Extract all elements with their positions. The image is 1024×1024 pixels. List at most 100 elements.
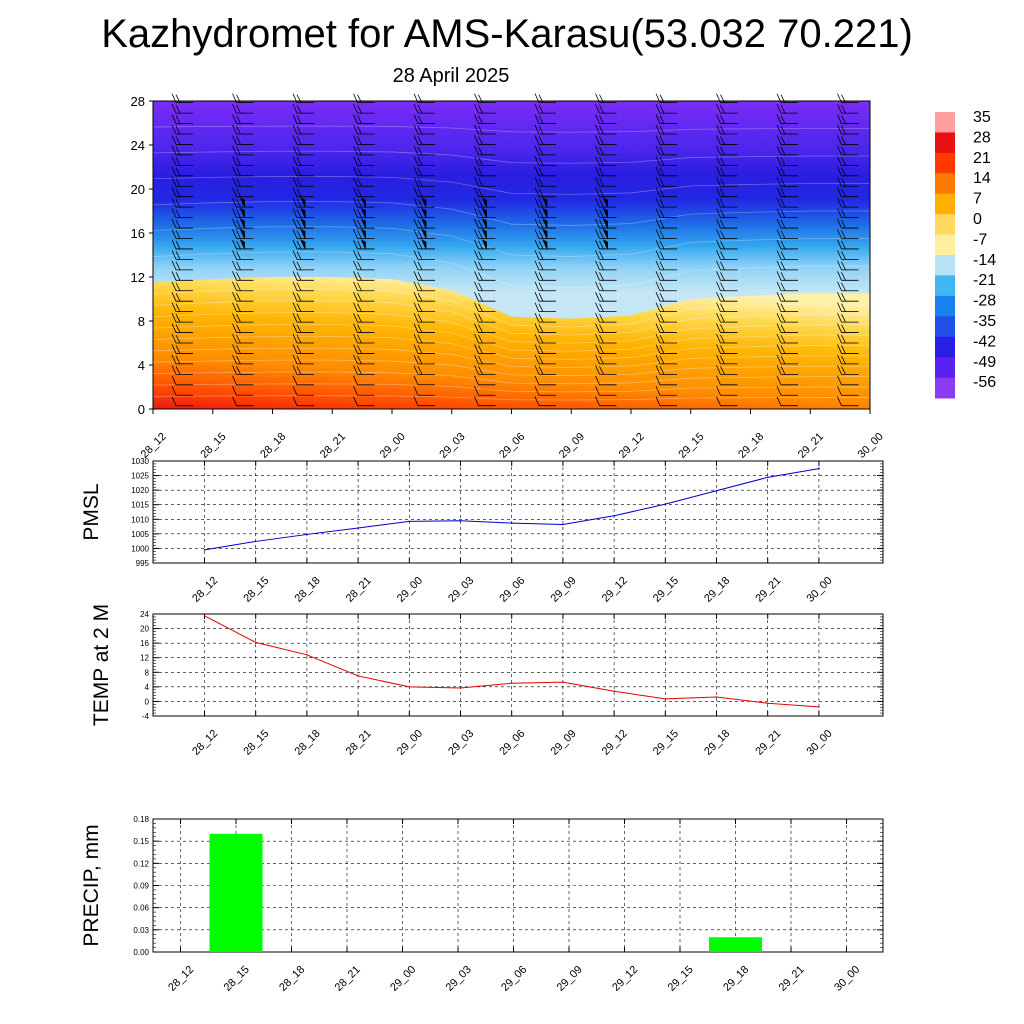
wind-barb-feather	[353, 177, 358, 187]
wind-barb-feather	[538, 219, 544, 229]
wind-barb-feather	[232, 386, 237, 396]
colorbar-label: 14	[973, 170, 991, 187]
wind-barb-feather	[599, 345, 604, 354]
wind-barb-feather	[776, 302, 782, 312]
wind-barb-feather	[292, 229, 298, 239]
wind-barb-feather	[716, 229, 721, 239]
x-tick-label: 29_12	[610, 964, 640, 994]
x-tick-label: 29_00	[388, 964, 418, 994]
wind-barb-feather	[534, 103, 540, 114]
wind-barb-feather	[357, 355, 362, 365]
wind-barb-feather	[292, 333, 298, 344]
wind-barb-feather	[413, 323, 419, 333]
wind-barb-feather	[595, 292, 600, 302]
wind-barb-feather	[716, 197, 721, 208]
wind-barb-feather	[236, 293, 241, 302]
y-tick-label: 28	[131, 94, 145, 109]
wind-barb-feather	[780, 219, 786, 229]
wind-barb-feather	[236, 313, 241, 323]
wind-barb-feather	[175, 293, 181, 302]
colorbar-label: -49	[973, 354, 996, 371]
wind-barb-feather	[171, 281, 177, 291]
wind-barb-feather	[171, 323, 177, 333]
wind-barb-feather	[417, 293, 423, 302]
x-tick-label: 28_21	[333, 964, 363, 994]
colorbar-swatch	[935, 316, 955, 338]
wind-barb-feather	[236, 282, 241, 291]
wind-barb-feather	[175, 334, 181, 344]
wind-barb-feather	[171, 271, 177, 281]
wind-barb-feather	[292, 292, 298, 302]
wind-barb-feather	[659, 146, 665, 156]
wind-barb-feather	[837, 145, 842, 156]
wind-barb-feather	[716, 187, 721, 197]
y-tick-label: 0.03	[133, 926, 149, 935]
wind-barb-feather	[595, 218, 600, 229]
wind-barb-feather	[413, 386, 419, 396]
wind-barb-feather	[232, 354, 237, 365]
wind-barb-feather	[776, 103, 782, 114]
wind-barb-feather	[171, 135, 177, 145]
wind-barb-feather	[534, 396, 540, 406]
wind-barb-feather	[417, 167, 423, 176]
isotherm-contour	[152, 395, 870, 401]
wind-barb-feather	[538, 209, 544, 218]
wind-barb-feather	[659, 125, 665, 135]
wind-barb-feather	[357, 334, 362, 344]
wind-barb-pennant	[421, 218, 427, 229]
wind-barb-feather	[841, 324, 846, 333]
wind-barb-pennant	[421, 197, 427, 208]
wind-barb-feather	[413, 208, 419, 218]
wind-barb-feather	[595, 302, 600, 312]
isotherm-contour	[152, 359, 870, 377]
wind-barb-feather	[538, 115, 544, 124]
wind-barb-feather	[780, 188, 786, 197]
x-tick-label: 28_15	[241, 728, 271, 758]
wind-barb-feather	[171, 166, 177, 176]
temperature-point	[562, 681, 564, 683]
wind-barb-feather	[716, 135, 721, 145]
wind-barb-pennant	[542, 218, 548, 229]
wind-barb-feather	[776, 386, 782, 396]
wind-barb-feather	[716, 156, 721, 166]
wind-barb-feather	[538, 251, 544, 260]
wind-barb-feather	[417, 178, 423, 187]
temperature-point	[664, 698, 667, 700]
wind-barb-feather	[599, 125, 604, 135]
wind-barb-feather	[474, 292, 479, 302]
wind-barb-feather	[292, 124, 298, 135]
wind-barb-feather	[659, 345, 665, 354]
wind-barb-feather	[538, 345, 544, 354]
wind-barb-feather	[595, 197, 600, 208]
chart-title: Kazhydromet for AMS-Karasu(53.032 70.221…	[101, 12, 913, 56]
wind-barb-feather	[478, 178, 483, 187]
wind-barb-feather	[538, 272, 544, 281]
wind-barb-feather	[478, 334, 483, 344]
wind-barb-feather	[716, 239, 721, 250]
wind-barb-feather	[413, 312, 419, 323]
y-tick-label: 1025	[131, 472, 149, 481]
pmsl-point	[357, 527, 359, 529]
y-tick-label: 1015	[131, 501, 149, 510]
wind-barb-feather	[780, 293, 786, 302]
wind-barb-feather	[292, 396, 298, 406]
wind-barb-feather	[659, 282, 665, 291]
wind-barb-feather	[716, 396, 721, 406]
x-tick-label: 30_00	[856, 431, 886, 461]
wind-barb-feather	[837, 103, 842, 114]
wind-barb-feather	[175, 157, 181, 166]
wind-barb-feather	[776, 197, 782, 208]
wind-barb-pennant	[239, 228, 245, 239]
wind-barb-feather	[780, 209, 786, 218]
wind-barb-feather	[357, 125, 362, 135]
wind-barb-feather	[353, 281, 358, 291]
x-tick-label: 29_18	[702, 728, 732, 758]
wind-barb-feather	[474, 229, 479, 239]
wind-barb-feather	[357, 230, 362, 239]
wind-barb-feather	[175, 355, 181, 365]
wind-barb-feather	[357, 261, 362, 271]
wind-barb-pennant	[421, 228, 427, 239]
temperature-point	[459, 687, 462, 689]
wind-barb-feather	[357, 303, 362, 312]
wind-barb-feather	[417, 272, 423, 281]
